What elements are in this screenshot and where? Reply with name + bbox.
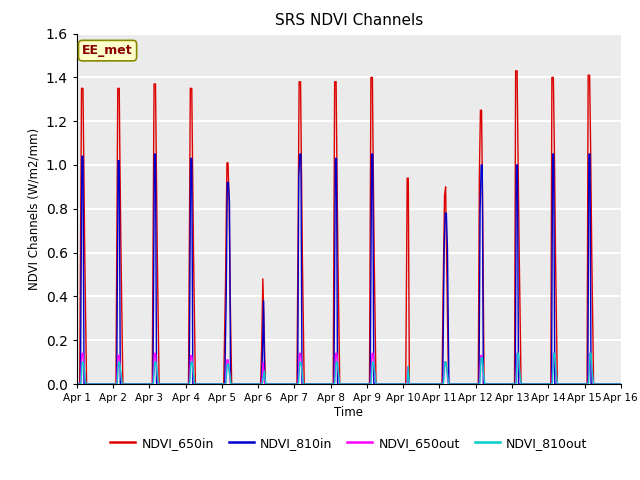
NDVI_650out <box>617 381 625 387</box>
NDVI_650in <box>445 381 452 387</box>
NDVI_650in <box>76 381 84 387</box>
NDVI_810out <box>73 381 81 387</box>
NDVI_650in <box>295 79 303 84</box>
NDVI_810out <box>218 381 226 387</box>
NDVI_650in <box>617 381 625 387</box>
NDVI_650out <box>334 366 342 372</box>
Text: EE_met: EE_met <box>82 44 133 57</box>
NDVI_810out <box>513 350 521 356</box>
NDVI_810in <box>548 151 556 157</box>
Title: SRS NDVI Channels: SRS NDVI Channels <box>275 13 423 28</box>
NDVI_650in <box>145 381 153 387</box>
NDVI_810in <box>403 381 410 387</box>
NDVI_650out <box>78 350 86 356</box>
NDVI_650in <box>73 381 81 387</box>
Line: NDVI_810in: NDVI_810in <box>77 154 621 384</box>
NDVI_810in <box>442 210 450 216</box>
NDVI_650out <box>223 357 231 363</box>
NDVI_810out <box>585 381 593 387</box>
NDVI_650out <box>187 353 195 359</box>
NDVI_810out <box>371 368 378 374</box>
Y-axis label: NDVI Channels (W/m2/mm): NDVI Channels (W/m2/mm) <box>27 128 40 290</box>
NDVI_650in <box>472 381 479 387</box>
NDVI_810in <box>297 151 305 157</box>
NDVI_810in <box>73 381 81 387</box>
Line: NDVI_650in: NDVI_650in <box>77 71 621 384</box>
NDVI_650out <box>152 350 159 356</box>
NDVI_810in <box>399 381 407 387</box>
NDVI_650in <box>589 381 597 387</box>
NDVI_810in <box>150 151 158 157</box>
NDVI_810in <box>439 381 447 387</box>
NDVI_650out <box>73 381 81 387</box>
Line: NDVI_810out: NDVI_810out <box>77 353 621 384</box>
NDVI_650in <box>512 68 520 74</box>
NDVI_650out <box>297 350 305 356</box>
X-axis label: Time: Time <box>334 406 364 419</box>
NDVI_650out <box>515 350 522 356</box>
Line: NDVI_650out: NDVI_650out <box>77 353 621 384</box>
Legend: NDVI_650in, NDVI_810in, NDVI_650out, NDVI_810out: NDVI_650in, NDVI_810in, NDVI_650out, NDV… <box>105 432 593 455</box>
NDVI_810out <box>617 381 625 387</box>
NDVI_810in <box>617 381 625 387</box>
NDVI_810out <box>222 381 230 387</box>
NDVI_810out <box>332 359 340 365</box>
NDVI_810out <box>78 359 86 365</box>
